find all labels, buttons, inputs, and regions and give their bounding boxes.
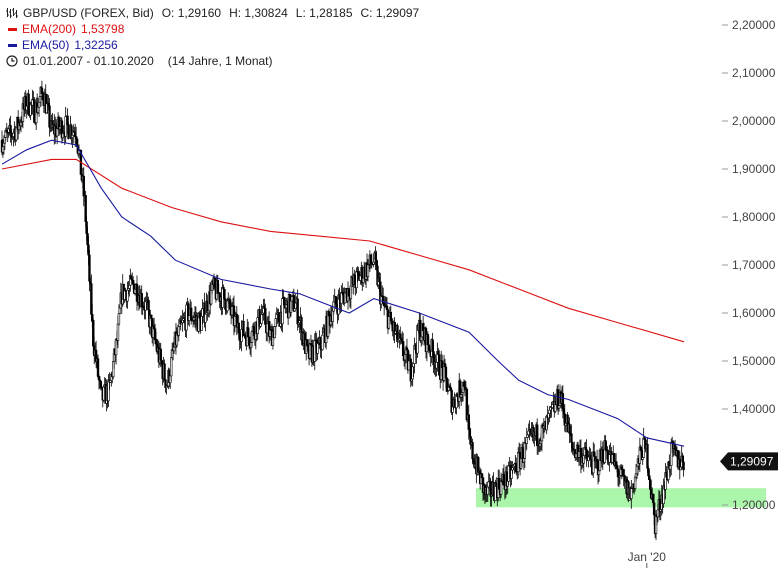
ema50-row: EMA(50) 1,32256 xyxy=(6,37,419,53)
clock-icon xyxy=(6,55,18,67)
candle-body xyxy=(99,381,103,388)
y-tick-label: 2,00000 xyxy=(732,114,776,128)
candle-body xyxy=(260,314,263,324)
candle xyxy=(242,313,245,337)
candle-body xyxy=(630,488,633,499)
candle-body xyxy=(102,386,105,401)
support-zone xyxy=(476,488,766,508)
candle-body xyxy=(525,437,528,444)
ema200-row: EMA(200) 1,53798 xyxy=(6,21,419,37)
candle-body xyxy=(471,442,474,460)
y-tick-label: 2,20000 xyxy=(732,18,776,32)
y-tick-label: 1,70000 xyxy=(732,258,776,272)
candle-body xyxy=(204,313,207,323)
candle-body xyxy=(150,314,153,319)
candle-body xyxy=(570,433,573,443)
candle-body xyxy=(96,358,100,377)
candle-body xyxy=(37,101,41,108)
ema200-swatch xyxy=(8,27,17,31)
last-price-badge xyxy=(720,452,778,471)
candle-body xyxy=(480,473,484,478)
candle xyxy=(453,392,456,408)
candle-body xyxy=(597,470,601,476)
candle-body xyxy=(88,254,91,282)
candle xyxy=(88,249,91,292)
period-row: 01.01.2007 - 01.10.2020 (14 Jahre, 1 Mon… xyxy=(6,53,419,69)
x-tick-label: Jan '20 xyxy=(628,550,667,564)
candle-body xyxy=(163,363,166,380)
candle-body xyxy=(116,323,120,341)
candle xyxy=(499,472,503,499)
candle-body xyxy=(444,366,448,379)
ema200-label: EMA(200) xyxy=(22,22,77,36)
last-price-tag: 1,29097 xyxy=(720,452,778,471)
ema-50-line xyxy=(1,139,685,447)
candle xyxy=(387,316,391,330)
y-tick-label: 1,60000 xyxy=(732,306,776,320)
candle-body xyxy=(321,334,324,350)
candle-body xyxy=(453,399,456,407)
candle-body xyxy=(407,360,411,371)
candle-body xyxy=(177,326,181,336)
instrument-icon xyxy=(6,8,18,18)
high-value: H: 1,30824 xyxy=(229,6,288,20)
y-tick-label: 1,50000 xyxy=(732,354,776,368)
low-value: L: 1,28185 xyxy=(295,6,353,20)
chart-legend: GBP/USD (FOREX, Bid) O: 1,29160 H: 1,308… xyxy=(6,5,419,69)
open-value: O: 1,29160 xyxy=(161,6,222,20)
y-tick-label: 1,40000 xyxy=(732,402,776,416)
candle-body xyxy=(507,465,510,482)
candle-body xyxy=(159,348,162,361)
candle-body xyxy=(293,308,296,312)
candle-body xyxy=(682,461,685,471)
period-duration: (14 Jahre, 1 Monat) xyxy=(167,54,273,68)
ema-200-line xyxy=(1,158,685,343)
ema200-value: 1,53798 xyxy=(81,22,125,36)
candle-body xyxy=(387,316,391,329)
ema50-swatch xyxy=(8,43,17,47)
candle-body xyxy=(340,292,343,304)
candle-body xyxy=(247,327,250,338)
ema50-label: EMA(50) xyxy=(22,38,70,52)
y-tick-label: 1,20000 xyxy=(732,498,776,512)
candle-body xyxy=(170,357,173,377)
candle-body xyxy=(48,105,51,128)
candle-body xyxy=(652,502,656,516)
candle-body xyxy=(118,307,122,314)
instrument-row: GBP/USD (FOREX, Bid) O: 1,29160 H: 1,308… xyxy=(6,5,419,21)
last-price-label: 1,29097 xyxy=(730,454,774,468)
candle xyxy=(682,455,685,477)
candle-body xyxy=(223,288,226,300)
candle-body xyxy=(242,320,245,336)
period-range: 01.01.2007 - 01.10.2020 xyxy=(23,54,154,68)
y-tick-label: 2,10000 xyxy=(732,66,776,80)
candle-body xyxy=(133,288,137,294)
candle-body xyxy=(535,424,539,446)
y-tick-label: 1,90000 xyxy=(732,162,776,176)
ema50-value: 1,32256 xyxy=(74,38,118,52)
close-value: C: 1,29097 xyxy=(360,6,420,20)
candle-body xyxy=(266,323,269,334)
instrument-name: GBP/USD (FOREX, Bid) xyxy=(23,6,154,20)
candle-body xyxy=(646,444,649,469)
y-tick-label: 1,80000 xyxy=(732,210,776,224)
candle-body xyxy=(277,312,280,322)
candle-body xyxy=(117,312,121,325)
